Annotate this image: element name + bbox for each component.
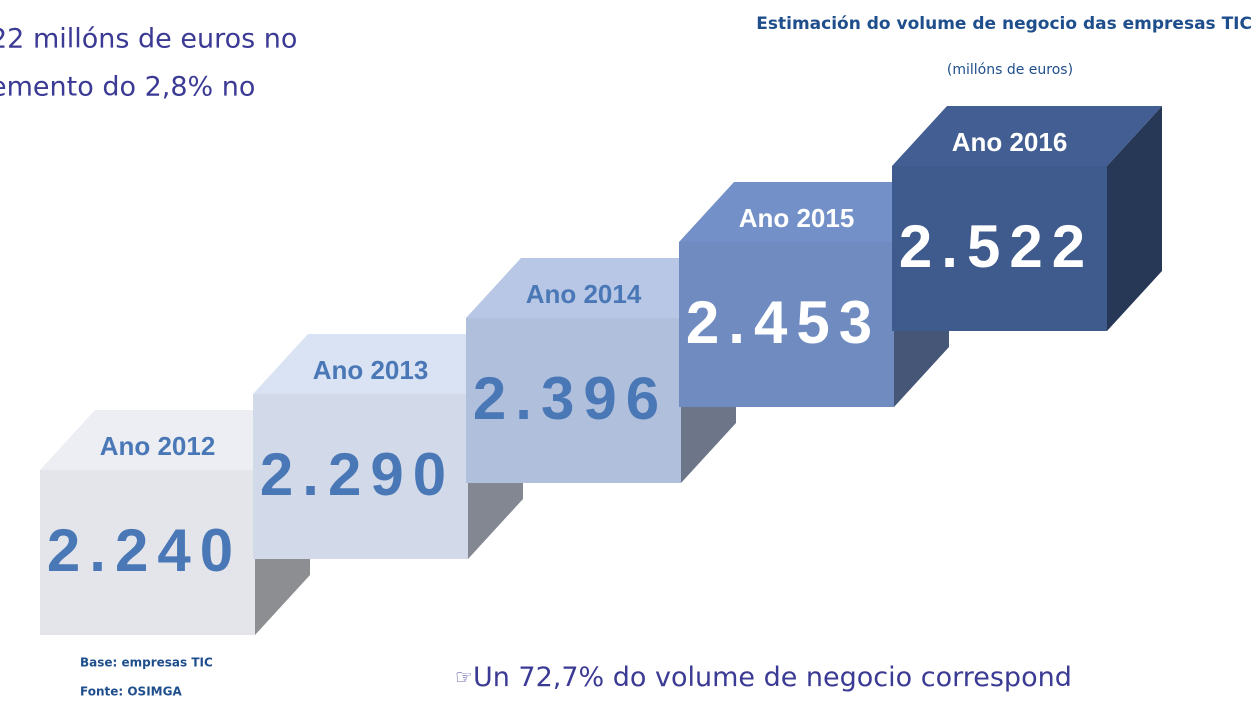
cube-front [892,166,1107,331]
category-label: Ano 2012 [100,431,216,461]
cube-front [466,318,681,483]
chart-subtitle: (millóns de euros) [947,62,1073,78]
value-label: 2.522 [899,213,1094,280]
category-label: Ano 2016 [952,127,1068,157]
value-label: 2.240 [47,517,242,584]
category-label: Ano 2013 [313,355,429,385]
cube-top [679,182,949,242]
chart-title: Estimación do volume de negocio das empr… [756,14,1252,34]
cube-top [253,334,523,394]
cube-front [40,470,255,635]
cube-front [679,242,894,407]
footer-content: Un 72,7% do volume de negocio correspond [473,662,1072,693]
intro-line: 22 millóns de euros no [0,24,297,55]
cube-top [40,410,310,470]
value-label: 2.396 [473,365,668,432]
cube-top [892,106,1162,166]
category-label: Ano 2015 [739,203,855,233]
cube-front [253,394,468,559]
footer-text: ☞Un 72,7% do volume de negocio correspon… [455,662,1072,693]
value-label: 2.453 [686,289,881,356]
value-label: 2.290 [260,441,455,508]
note: Base: empresas TIC [80,656,213,670]
note: Fonte: OSIMGA [80,685,182,699]
intro-line: emento do 2,8% no [0,72,255,103]
pointer-icon: ☞ [455,665,473,689]
cube-side [1107,106,1162,331]
cubes: Ano 2012 2.240 Ano 2013 2.290 Ano 2014 2.396 A… [40,106,1162,635]
category-label: Ano 2014 [526,279,642,309]
cube-top [466,258,736,318]
